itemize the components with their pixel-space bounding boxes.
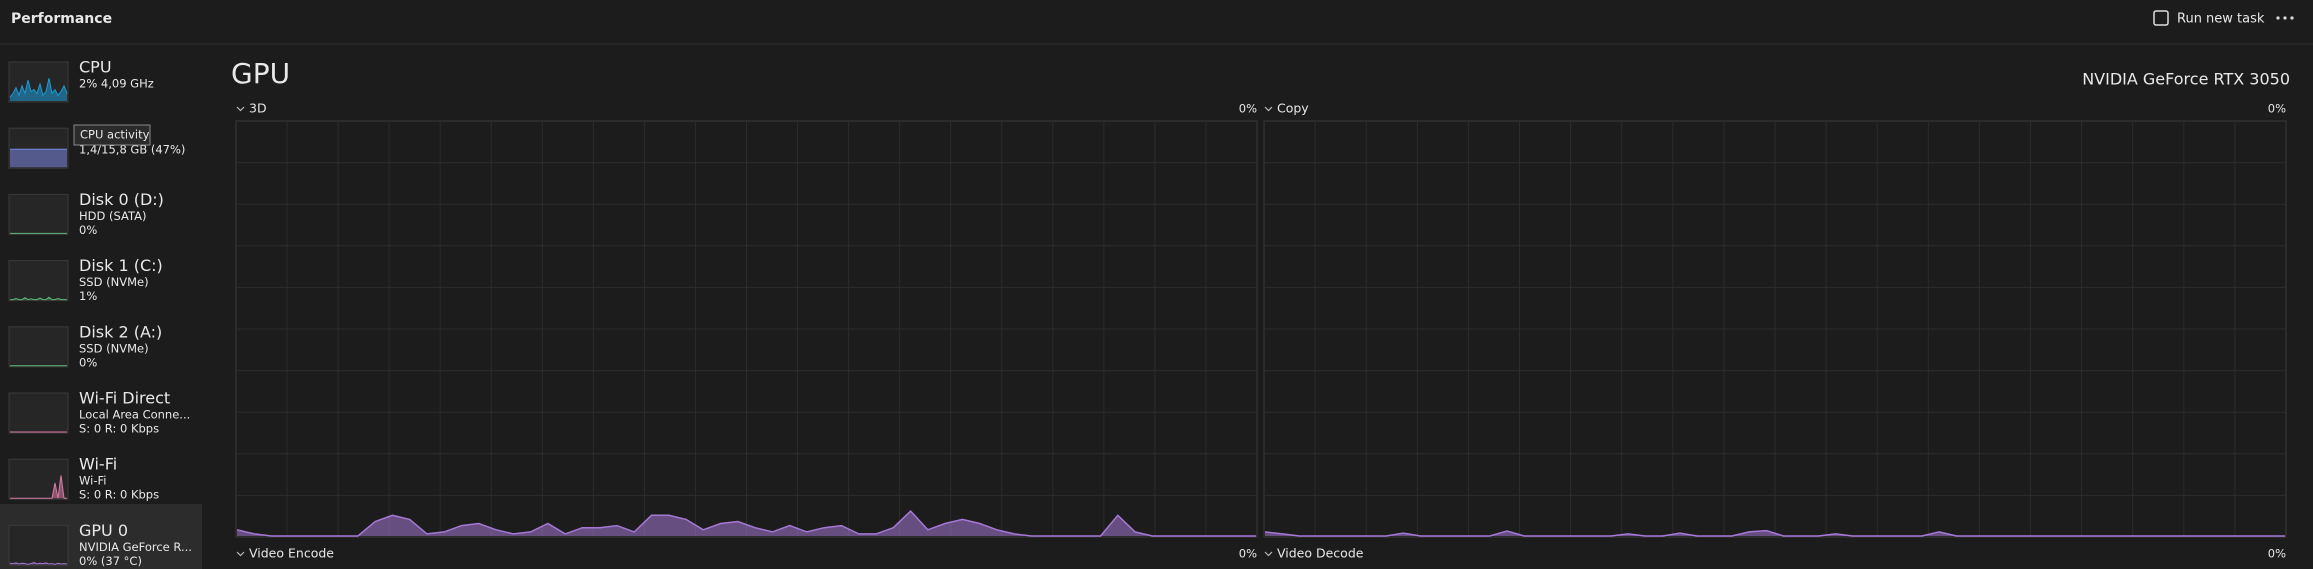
dot (2276, 16, 2280, 20)
thumb-frame (8, 326, 69, 368)
item-detail: Local Area Conne... (79, 408, 190, 422)
thumb-frame (8, 524, 69, 566)
chevron (236, 106, 245, 112)
chevron (1264, 106, 1273, 112)
graph-line (236, 510, 1256, 537)
thumb-frame (8, 193, 69, 235)
item-name[interactable]: Disk 1 (C:) (79, 256, 163, 275)
graph-current: 0% (1239, 102, 1257, 116)
run-task-button[interactable]: Run new task (2153, 10, 2265, 27)
item-name[interactable]: Disk 0 (D:) (79, 190, 164, 209)
graph-area (237, 511, 1256, 536)
item-detail: NVIDIA GeForce R... (79, 540, 192, 554)
run-task-label[interactable]: Run new task (2177, 12, 2265, 27)
graph-current: 0% (2268, 102, 2286, 116)
thumb-line (9, 78, 68, 98)
item-detail: 1,4/15,8 GB (47%) (79, 143, 185, 157)
item-name[interactable]: Wi-Fi Direct (79, 389, 170, 408)
thumb-frame (8, 392, 69, 434)
run-task-icon (2153, 10, 2169, 26)
graph-line (1264, 529, 2285, 537)
graph-current: 0% (2268, 547, 2286, 561)
graph-label[interactable]: Video Encode (249, 546, 334, 561)
thumb-line (9, 561, 68, 565)
item-status: 0% (79, 355, 97, 369)
item-status: 0% (37 °C) (79, 554, 142, 568)
item-name[interactable]: Wi-Fi (79, 455, 117, 474)
item-status: S: 0 R: 0 Kbps (79, 422, 159, 436)
thumb-area (10, 297, 67, 300)
more-button[interactable] (2276, 16, 2294, 20)
item-detail: HDD (SATA) (79, 209, 146, 223)
item-status: 1% (79, 289, 97, 303)
graph-label[interactable]: Copy (1277, 101, 1309, 116)
device-name: NVIDIA GeForce RTX 3050 (2082, 70, 2290, 89)
thumb-frame (8, 458, 69, 500)
thumb-line (10, 296, 67, 301)
graph-label[interactable]: Video Decode (1277, 546, 1364, 561)
chevron (1264, 551, 1273, 557)
dot (2283, 16, 2287, 20)
item-name[interactable]: GPU 0 (79, 521, 128, 540)
item-name[interactable]: CPU (79, 58, 112, 77)
item-detail: Wi-Fi (79, 474, 106, 488)
graph-current: 0% (1239, 547, 1257, 561)
item-name[interactable]: Disk 2 (A:) (79, 322, 162, 341)
item-detail: SSD (NVMe) (79, 341, 149, 355)
thumb-frame (8, 260, 69, 302)
tooltip-text: CPU activity (80, 128, 150, 142)
item-detail: 2% 4,09 GHz (79, 77, 154, 91)
item-detail: SSD (NVMe) (79, 275, 149, 289)
graph-label[interactable]: 3D (249, 101, 267, 116)
thumb-area (10, 149, 67, 168)
header-title: Performance (11, 11, 112, 27)
item-status: S: 0 R: 0 Kbps (79, 488, 159, 502)
item-status: 0% (79, 223, 97, 237)
chevron (236, 551, 245, 557)
main-title: GPU (231, 57, 290, 90)
dot (2290, 16, 2294, 20)
tooltip-box (73, 124, 151, 146)
thumb-line (10, 475, 67, 499)
